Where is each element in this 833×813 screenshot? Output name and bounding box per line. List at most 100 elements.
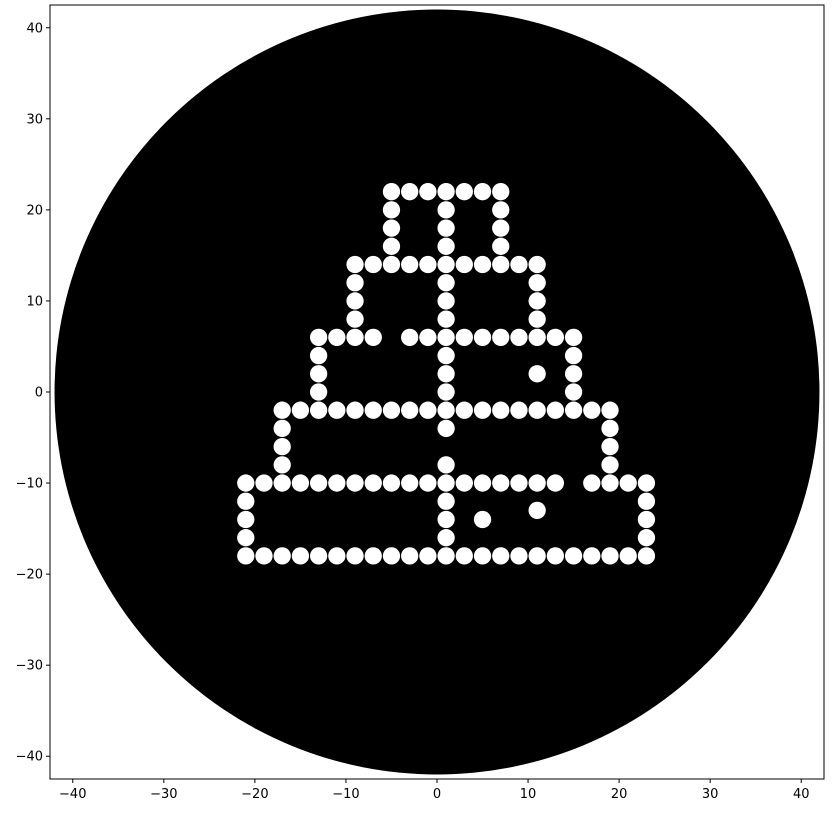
data-point: [473, 328, 492, 347]
data-point: [437, 365, 455, 383]
data-point: [437, 346, 455, 365]
data-point: [401, 255, 419, 274]
data-point: [619, 547, 637, 565]
data-point: [637, 547, 656, 565]
data-point: [273, 401, 291, 419]
data-point: [309, 547, 328, 565]
data-point: [364, 328, 382, 347]
y-tick-label: −10: [16, 477, 43, 492]
data-point: [510, 255, 528, 274]
data-point: [309, 383, 328, 401]
x-tick-label: −10: [332, 787, 359, 802]
data-point: [455, 255, 473, 274]
data-point: [637, 510, 656, 529]
data-point: [583, 474, 601, 492]
data-point: [328, 401, 346, 419]
data-point: [619, 474, 637, 492]
data-point: [401, 401, 419, 419]
data-point: [237, 529, 255, 547]
data-point: [492, 547, 510, 565]
x-tick-label: 0: [433, 787, 441, 802]
data-point: [419, 474, 437, 492]
data-point: [237, 510, 255, 529]
data-point: [601, 419, 619, 438]
data-point: [528, 292, 546, 310]
data-point: [473, 547, 492, 565]
data-point: [328, 474, 346, 492]
y-tick-label: −40: [16, 750, 43, 765]
data-point: [382, 237, 401, 255]
data-point: [437, 510, 455, 529]
y-axis: −40 −30 −20 −10 0 10 20 30 40: [16, 21, 50, 765]
y-tick-label: 30: [26, 112, 43, 127]
data-point: [601, 474, 619, 492]
data-point: [382, 401, 401, 419]
data-point: [346, 274, 364, 292]
data-point: [401, 183, 419, 201]
data-point: [473, 401, 492, 419]
data-point: [382, 255, 401, 274]
data-point: [382, 219, 401, 237]
data-point: [583, 401, 601, 419]
axes-frame: [49, 4, 825, 780]
data-point: [564, 346, 583, 365]
data-point: [419, 255, 437, 274]
data-point: [492, 237, 510, 255]
x-tick-label: 40: [793, 787, 810, 802]
data-point: [437, 274, 455, 292]
data-point: [437, 401, 455, 419]
data-point: [473, 474, 492, 492]
data-point: [564, 547, 583, 565]
x-tick-label: 20: [611, 787, 628, 802]
data-point: [455, 401, 473, 419]
data-point: [601, 547, 619, 565]
data-point: [346, 292, 364, 310]
data-point: [528, 474, 546, 492]
data-point: [273, 474, 291, 492]
data-point: [346, 547, 364, 565]
data-point: [564, 383, 583, 401]
data-point: [601, 401, 619, 419]
data-point: [455, 547, 473, 565]
data-point: [546, 547, 565, 565]
data-point: [637, 474, 656, 492]
y-tick-label: 20: [26, 203, 43, 218]
data-point: [437, 474, 455, 492]
data-point: [437, 547, 455, 565]
data-point: [346, 328, 364, 347]
data-point: [510, 547, 528, 565]
x-tick-label: −20: [241, 787, 268, 802]
data-point: [382, 183, 401, 201]
data-point: [492, 255, 510, 274]
data-point: [473, 255, 492, 274]
data-point: [437, 255, 455, 274]
data-point: [492, 183, 510, 201]
data-point: [455, 328, 473, 347]
data-point: [237, 547, 255, 565]
data-point: [528, 547, 546, 565]
data-point: [528, 310, 546, 328]
data-point: [492, 474, 510, 492]
data-point: [437, 529, 455, 547]
data-point: [237, 474, 255, 492]
data-point: [382, 474, 401, 492]
data-point: [546, 401, 565, 419]
data-point: [528, 501, 546, 520]
data-point: [364, 255, 382, 274]
data-point: [419, 328, 437, 347]
data-point: [510, 328, 528, 347]
data-point: [583, 547, 601, 565]
data-point: [528, 255, 546, 274]
data-point: [346, 255, 364, 274]
data-point: [492, 219, 510, 237]
data-point: [401, 328, 419, 347]
data-point: [564, 365, 583, 383]
data-point: [273, 437, 291, 456]
x-tick-label: 10: [520, 787, 537, 802]
data-point: [419, 401, 437, 419]
data-point: [273, 456, 291, 474]
data-point: [601, 456, 619, 474]
plot-area: [54, 9, 820, 775]
data-point: [437, 219, 455, 237]
data-point: [437, 237, 455, 255]
